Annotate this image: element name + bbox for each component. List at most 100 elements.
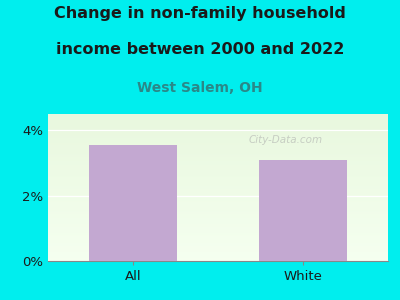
Bar: [48, 215, 388, 217]
Bar: [48, 148, 388, 149]
Bar: [48, 176, 388, 177]
Bar: [48, 211, 388, 212]
Bar: [48, 214, 388, 215]
Bar: [48, 217, 388, 218]
Bar: [48, 223, 388, 224]
Bar: [48, 137, 388, 139]
Bar: [48, 242, 388, 243]
Bar: [48, 249, 388, 251]
Bar: [48, 114, 388, 116]
Bar: [48, 204, 388, 205]
Bar: [48, 236, 388, 238]
Bar: [48, 117, 388, 118]
Bar: [89, 145, 177, 261]
Bar: [48, 235, 388, 236]
Bar: [48, 251, 388, 252]
Text: West Salem, OH: West Salem, OH: [137, 81, 263, 95]
Bar: [48, 151, 388, 152]
Bar: [48, 118, 388, 120]
Bar: [48, 163, 388, 164]
Bar: [48, 238, 388, 239]
Bar: [48, 248, 388, 249]
Bar: [48, 116, 388, 117]
Bar: [48, 230, 388, 232]
Bar: [48, 258, 388, 260]
Bar: [48, 227, 388, 229]
Bar: [48, 120, 388, 122]
Bar: [48, 232, 388, 233]
Bar: [48, 177, 388, 179]
Bar: [48, 260, 388, 261]
Bar: [48, 122, 388, 123]
Bar: [48, 160, 388, 161]
Bar: [48, 186, 388, 188]
Bar: [48, 149, 388, 151]
Bar: [48, 173, 388, 174]
Bar: [48, 221, 388, 223]
Bar: [48, 189, 388, 190]
Bar: [48, 190, 388, 192]
Bar: [48, 202, 388, 204]
Bar: [48, 171, 388, 173]
Bar: [48, 188, 388, 189]
Bar: [48, 157, 388, 158]
Bar: [48, 145, 388, 146]
Bar: [48, 179, 388, 180]
Bar: [48, 143, 388, 145]
Bar: [48, 209, 388, 211]
Bar: [48, 132, 388, 133]
Bar: [48, 245, 388, 246]
Bar: [48, 135, 388, 136]
Bar: [48, 205, 388, 207]
Bar: [48, 194, 388, 195]
Bar: [48, 139, 388, 140]
Bar: [48, 129, 388, 130]
Bar: [48, 158, 388, 160]
Bar: [48, 224, 388, 226]
Bar: [48, 180, 388, 182]
Text: income between 2000 and 2022: income between 2000 and 2022: [56, 42, 344, 57]
Text: Change in non-family household: Change in non-family household: [54, 6, 346, 21]
Bar: [48, 133, 388, 135]
Bar: [48, 229, 388, 230]
Bar: [48, 192, 388, 194]
Bar: [48, 167, 388, 168]
Bar: [48, 243, 388, 245]
Bar: [48, 196, 388, 198]
Bar: [48, 152, 388, 154]
Bar: [48, 123, 388, 124]
Bar: [48, 168, 388, 170]
Bar: [48, 126, 388, 127]
Bar: [48, 199, 388, 201]
Bar: [48, 146, 388, 148]
Bar: [259, 160, 347, 261]
Bar: [48, 255, 388, 256]
Bar: [48, 201, 388, 202]
Bar: [48, 254, 388, 255]
Bar: [48, 124, 388, 126]
Bar: [48, 142, 388, 143]
Bar: [48, 140, 388, 142]
Bar: [48, 182, 388, 183]
Bar: [48, 207, 388, 208]
Bar: [48, 154, 388, 155]
Bar: [48, 226, 388, 227]
Text: City-Data.com: City-Data.com: [249, 136, 323, 146]
Bar: [48, 195, 388, 196]
Bar: [48, 212, 388, 214]
Bar: [48, 218, 388, 220]
Bar: [48, 184, 388, 186]
Bar: [48, 161, 388, 163]
Bar: [48, 256, 388, 258]
Bar: [48, 164, 388, 166]
Bar: [48, 166, 388, 167]
Bar: [48, 240, 388, 242]
Bar: [48, 155, 388, 157]
Bar: [48, 233, 388, 235]
Bar: [48, 246, 388, 248]
Bar: [48, 208, 388, 209]
Bar: [48, 252, 388, 253]
Bar: [48, 136, 388, 137]
Bar: [48, 239, 388, 240]
Bar: [48, 183, 388, 184]
